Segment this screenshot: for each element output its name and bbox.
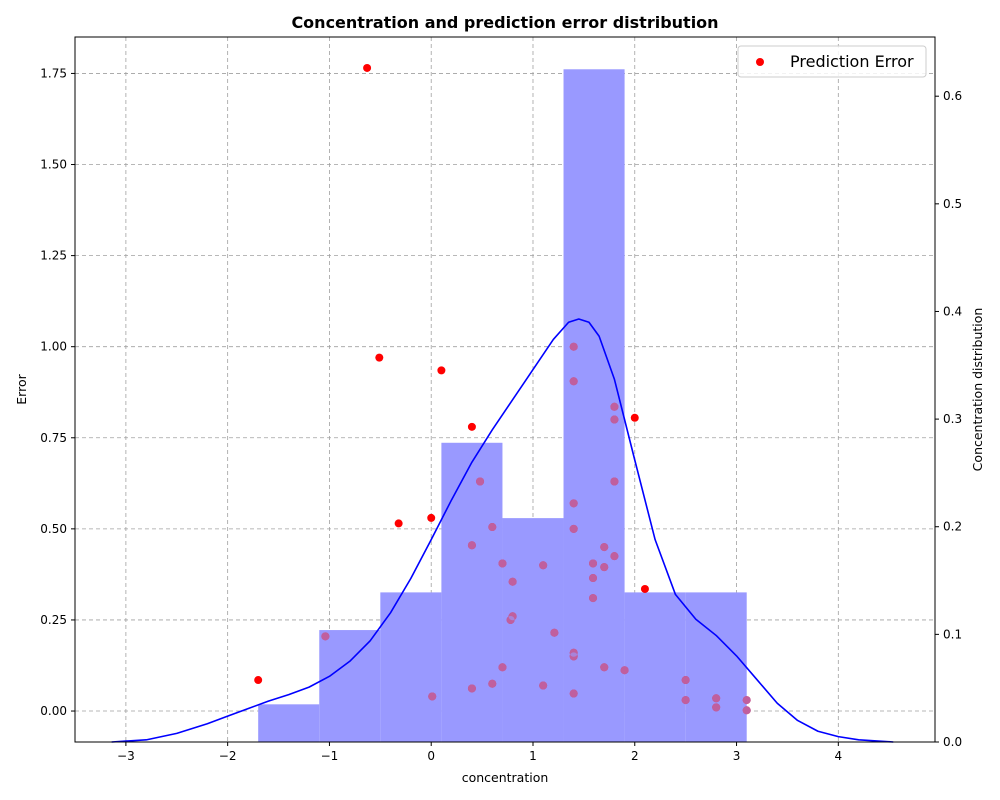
y-tick-label: 1.50 — [40, 158, 67, 172]
y2-tick-label: 0.4 — [943, 304, 962, 318]
y-tick-label: 1.00 — [40, 340, 67, 354]
scatter-point-overlap — [742, 696, 751, 705]
scatter-point — [375, 353, 384, 362]
scatter-point-overlap — [681, 676, 690, 685]
scatter-point-overlap — [600, 563, 609, 572]
x-tick-label: −2 — [219, 749, 237, 763]
x-tick-label: 0 — [427, 749, 435, 763]
scatter-point-overlap — [488, 523, 497, 532]
y-tick-label: 0.25 — [40, 613, 67, 627]
scatter-point — [437, 366, 446, 375]
plot-frame — [74, 36, 936, 743]
scatter-point-overlap — [742, 706, 751, 715]
scatter-point-overlap — [569, 652, 578, 661]
scatter-point-overlap — [610, 402, 619, 411]
scatter-point-overlap — [569, 689, 578, 698]
scatter-point-overlap — [467, 684, 476, 693]
scatter-point-overlap — [712, 694, 721, 703]
legend: Prediction Error — [737, 45, 927, 78]
y-tick-label: 0.00 — [40, 704, 67, 718]
y2-tick-label: 0.2 — [943, 520, 962, 534]
kde-layer — [111, 318, 894, 743]
scatter-point-overlap — [610, 415, 619, 424]
histogram-bar — [441, 442, 503, 742]
scatter-point-overlap — [589, 559, 598, 568]
scatter-point-overlap — [508, 577, 517, 586]
legend-box — [737, 45, 927, 78]
scatter-layer — [254, 63, 751, 715]
x-axis-ticks: −3 −2 −1 0 1 2 3 4 — [117, 742, 842, 763]
y-tick-label: 0.75 — [40, 431, 67, 445]
scatter-point-overlap — [569, 499, 578, 508]
histogram-bar — [685, 592, 747, 742]
histogram-bar — [624, 592, 686, 742]
scatter-point-overlap — [569, 524, 578, 533]
kde-curve — [111, 318, 894, 743]
x-tick-label: 3 — [733, 749, 741, 763]
scatter-point-overlap — [620, 666, 629, 675]
y2-tick-label: 0.1 — [943, 627, 962, 641]
y2-tick-label: 0.6 — [943, 89, 962, 103]
x-tick-label: 2 — [631, 749, 639, 763]
y-axis-ticks: 0.00 0.25 0.50 0.75 1.00 1.25 1.50 1.75 — [40, 66, 75, 718]
scatter-point-overlap — [681, 696, 690, 705]
scatter-point — [630, 413, 639, 422]
y2-tick-label: 0.0 — [943, 735, 962, 749]
scatter-point-overlap — [550, 628, 559, 637]
scatter-point-overlap — [569, 377, 578, 386]
scatter-point-overlap — [600, 543, 609, 552]
scatter-point-overlap — [498, 663, 507, 672]
y2-axis-label: Concentration distribution — [970, 308, 985, 472]
x-tick-label: 1 — [529, 749, 537, 763]
histogram-bars — [258, 69, 747, 742]
legend-marker — [756, 58, 764, 66]
y-tick-label: 1.25 — [40, 249, 67, 263]
y-tick-label: 1.75 — [40, 66, 67, 80]
y2-tick-label: 0.5 — [943, 197, 962, 211]
scatter-point — [640, 584, 649, 593]
y-axis-label: Error — [14, 373, 29, 404]
scatter-point — [254, 676, 263, 685]
x-axis-label: concentration — [462, 770, 549, 785]
scatter-point — [394, 519, 403, 528]
chart-title: Concentration and prediction error distr… — [291, 13, 718, 32]
scatter-point-overlap — [712, 703, 721, 712]
scatter-point-overlap — [589, 574, 598, 583]
scatter-point — [467, 422, 476, 431]
scatter-point — [363, 63, 372, 72]
scatter-point-overlap — [539, 681, 548, 690]
y-tick-label: 0.50 — [40, 522, 67, 536]
x-tick-label: −1 — [321, 749, 339, 763]
scatter-point-overlap — [321, 632, 330, 641]
scatter-point-overlap — [569, 342, 578, 351]
y2-axis-ticks: 0.0 0.1 0.2 0.3 0.4 0.5 0.6 — [935, 89, 962, 749]
scatter-point-overlap — [610, 552, 619, 561]
histogram-bar — [380, 592, 442, 742]
scatter-point — [427, 513, 436, 522]
x-tick-label: 4 — [834, 749, 842, 763]
scatter-point-overlap — [600, 663, 609, 672]
scatter-point-overlap — [508, 612, 517, 621]
scatter-point-overlap — [610, 477, 619, 486]
scatter-point-overlap — [476, 477, 485, 486]
scatter-point-overlap — [498, 559, 507, 568]
scatter-point-overlap — [488, 679, 497, 688]
histogram-bar — [319, 630, 381, 742]
scatter-point-overlap — [539, 561, 548, 570]
scatter-point-overlap — [467, 541, 476, 550]
scatter-point-overlap — [589, 594, 598, 603]
y2-tick-label: 0.3 — [943, 412, 962, 426]
histogram-bar — [258, 704, 320, 742]
scatter-point-overlap — [428, 692, 437, 701]
x-tick-label: −3 — [117, 749, 135, 763]
legend-label: Prediction Error — [790, 52, 914, 71]
